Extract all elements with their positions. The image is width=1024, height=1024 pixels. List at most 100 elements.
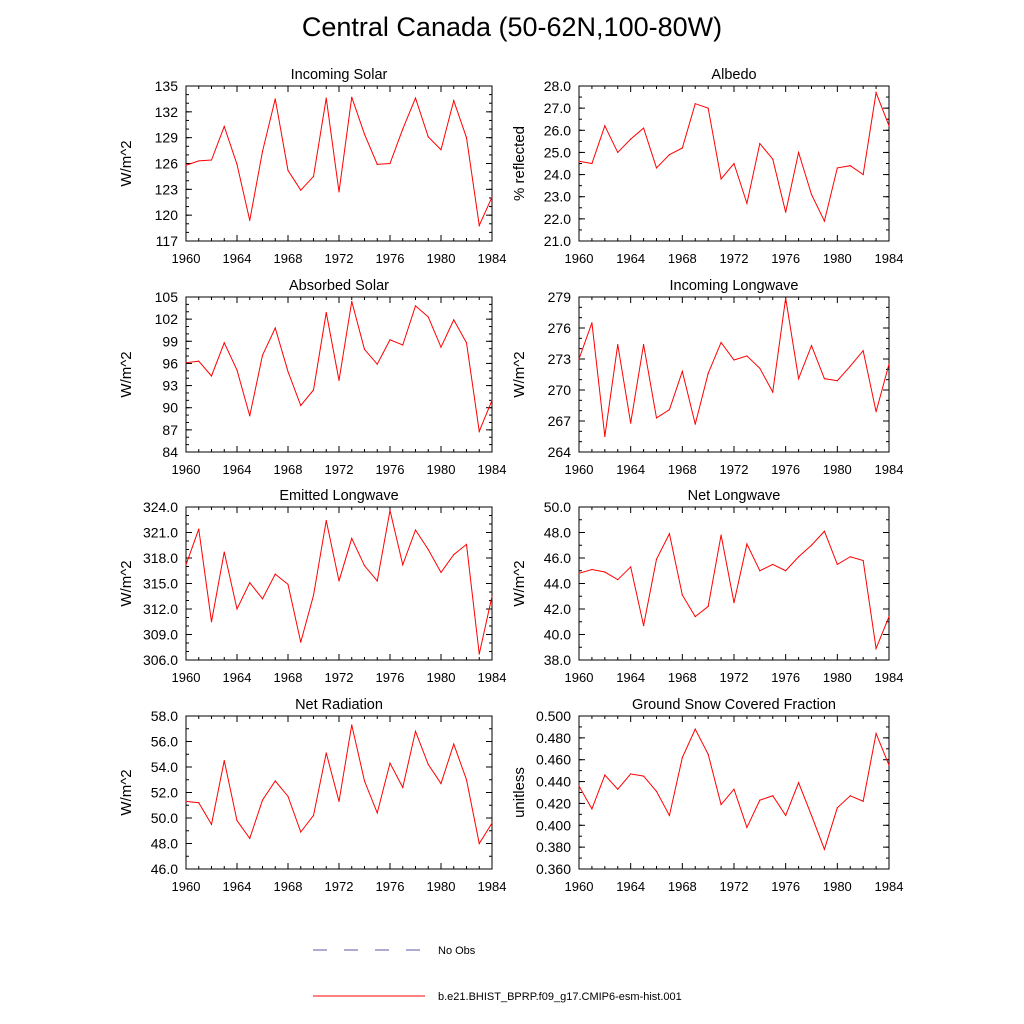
y-tick-label: 50.0 xyxy=(151,810,178,826)
y-tick-label: 105 xyxy=(155,289,179,305)
data-point xyxy=(681,594,683,596)
data-point xyxy=(414,97,417,99)
x-tick-label: 1964 xyxy=(223,251,252,266)
data-point xyxy=(478,224,480,227)
data-point xyxy=(733,162,735,165)
y-tick-label: 99 xyxy=(162,333,178,349)
data-point xyxy=(249,582,251,584)
y-tick-label: 267 xyxy=(548,413,572,429)
data-point xyxy=(785,211,787,213)
data-point xyxy=(772,563,774,565)
x-tick-label: 1980 xyxy=(427,462,456,477)
data-point xyxy=(236,819,238,822)
data-point xyxy=(453,319,455,321)
x-tick-label: 1960 xyxy=(172,879,201,894)
data-point xyxy=(655,167,658,169)
x-tick-label: 1960 xyxy=(565,670,594,685)
plot-frame xyxy=(578,715,890,870)
data-point xyxy=(733,788,735,790)
x-tick-label: 1984 xyxy=(478,879,507,894)
x-tick-label: 1984 xyxy=(875,251,904,266)
chart-title: Albedo xyxy=(711,67,756,83)
x-tick-label: 1968 xyxy=(274,462,303,477)
data-point xyxy=(578,572,580,574)
data-point xyxy=(642,127,645,129)
y-tick-label: 28.0 xyxy=(544,78,571,94)
x-tick-label: 1960 xyxy=(565,462,594,477)
y-tick-label: 306.0 xyxy=(143,652,178,668)
data-point xyxy=(797,782,800,784)
data-point xyxy=(312,814,315,817)
data-point xyxy=(759,570,761,572)
y-tick-label: 0.460 xyxy=(536,752,571,768)
data-point xyxy=(249,837,251,840)
data-point xyxy=(363,133,366,135)
x-tick-label: 1984 xyxy=(478,462,507,477)
data-point xyxy=(810,544,813,546)
y-tick-label: 58.0 xyxy=(151,708,178,724)
data-point xyxy=(389,509,391,511)
series-line xyxy=(185,301,493,434)
data-point xyxy=(376,812,378,814)
plot-frame xyxy=(578,506,890,661)
x-tick-label: 1968 xyxy=(274,251,303,266)
y-axis-label: W/m^2 xyxy=(118,351,135,397)
chart-panel-6: Net Longwave W/m^2 1960 1964 1968 1972 1976 198… xyxy=(511,488,903,685)
data-point xyxy=(759,367,761,369)
data-point xyxy=(733,602,735,604)
data-point xyxy=(707,107,709,109)
y-tick-label: 0.380 xyxy=(536,839,571,855)
data-point xyxy=(440,149,442,151)
data-point xyxy=(491,595,493,597)
data-point xyxy=(888,764,890,766)
x-tick-label: 1976 xyxy=(771,462,800,477)
y-tick-label: 25.0 xyxy=(544,144,571,160)
chart-title: Emitted Longwave xyxy=(279,488,398,504)
y-tick-label: 312.0 xyxy=(143,601,178,617)
data-point xyxy=(668,533,671,535)
data-point xyxy=(849,365,851,367)
data-point xyxy=(414,305,417,307)
y-tick-label: 56.0 xyxy=(151,734,178,750)
y-tick-label: 42.0 xyxy=(544,601,571,617)
data-point xyxy=(427,136,429,138)
data-point xyxy=(389,339,391,341)
data-point xyxy=(223,760,225,762)
data-point xyxy=(300,831,302,833)
data-point xyxy=(261,598,264,600)
x-tick-label: 1960 xyxy=(172,462,201,477)
y-tick-label: 96 xyxy=(162,355,178,371)
data-point xyxy=(681,756,683,759)
data-point xyxy=(862,350,864,352)
data-point xyxy=(875,647,877,650)
y-tick-label: 315.0 xyxy=(143,576,178,592)
data-point xyxy=(312,389,315,391)
page-title: Central Canada (50-62N,100-80W) xyxy=(301,12,723,42)
data-point xyxy=(630,138,632,140)
data-point xyxy=(236,608,238,610)
x-tick-label: 1976 xyxy=(771,670,800,685)
x-tick-label: 1968 xyxy=(274,670,303,685)
y-tick-label: 52.0 xyxy=(151,785,178,801)
x-tick-label: 1984 xyxy=(875,879,904,894)
data-point xyxy=(427,316,429,318)
data-point xyxy=(325,97,327,99)
x-tick-label: 1980 xyxy=(427,670,456,685)
data-point xyxy=(236,369,238,371)
data-point xyxy=(604,435,606,438)
x-tick-label: 1976 xyxy=(771,251,800,266)
data-point xyxy=(668,814,671,817)
data-point xyxy=(862,173,864,176)
data-point xyxy=(733,359,735,361)
data-point xyxy=(823,378,826,380)
data-point xyxy=(823,848,826,850)
y-tick-label: 102 xyxy=(155,311,179,327)
x-tick-label: 1976 xyxy=(376,251,405,266)
data-point xyxy=(223,125,225,128)
y-tick-label: 27.0 xyxy=(544,100,571,116)
plot-frame xyxy=(185,85,493,242)
chart-title: Absorbed Solar xyxy=(289,278,389,294)
data-point xyxy=(591,808,593,810)
data-point xyxy=(325,520,327,522)
data-point xyxy=(287,795,289,797)
